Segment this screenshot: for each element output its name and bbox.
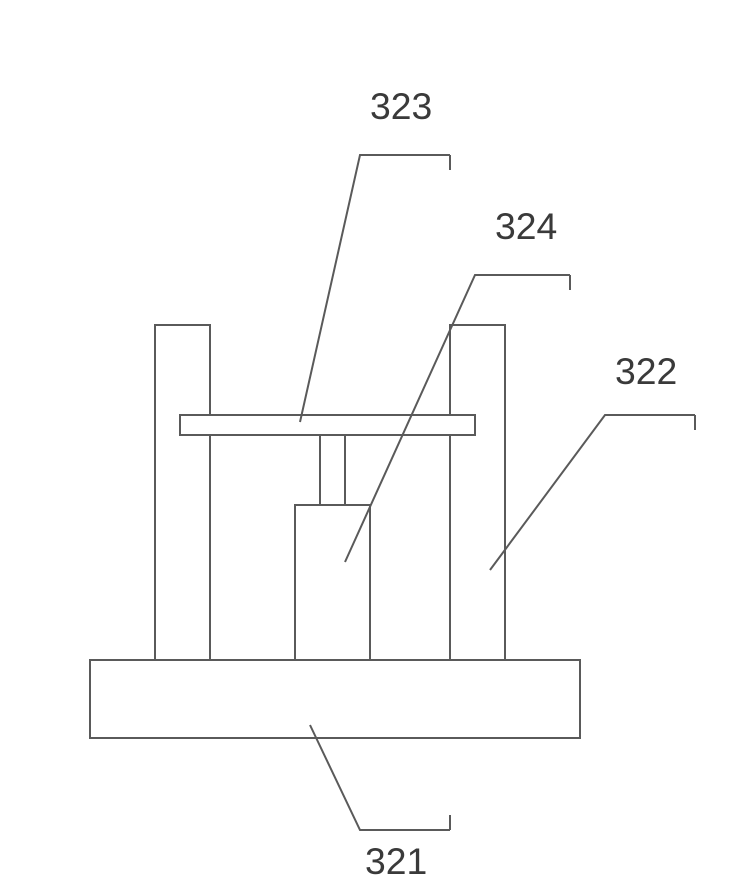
shape-cylinder-body-324: [295, 505, 370, 660]
leader-322: [490, 415, 695, 570]
label-323: 323: [370, 85, 432, 128]
shape-base-321: [90, 660, 580, 738]
shape-crossbar-323: [180, 415, 475, 435]
label-321: 321: [365, 840, 427, 883]
diagram-svg: [0, 0, 748, 886]
label-322: 322: [615, 350, 677, 393]
leader-321: [310, 725, 450, 830]
label-324: 324: [495, 205, 557, 248]
shape-left-post: [155, 325, 210, 660]
shape-right-post-322: [450, 325, 505, 660]
shape-cylinder-rod: [320, 435, 345, 505]
